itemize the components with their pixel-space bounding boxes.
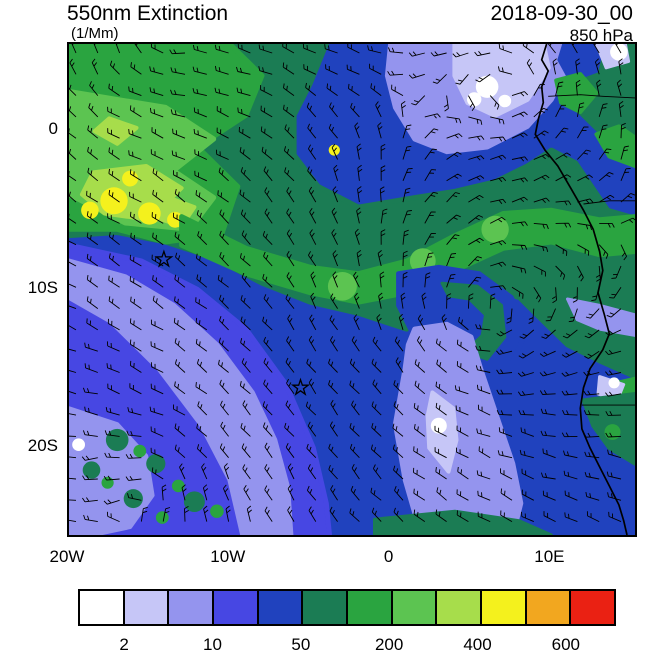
- colorbar-tick-label: 600: [551, 635, 581, 654]
- band-bright-1: [327, 272, 357, 301]
- land-white-patch: [610, 44, 628, 61]
- colorbar-tick-label: 2: [119, 635, 129, 654]
- sw-green-dot-5: [155, 511, 169, 524]
- x-tick-label: 20W: [49, 547, 85, 566]
- x-tick-label: 10E: [534, 547, 565, 566]
- n-white-1: [475, 75, 499, 98]
- plume-yellow-2: [138, 202, 161, 225]
- e-white-1: [608, 377, 620, 389]
- coast-green-1: [554, 72, 599, 115]
- colorbar-tick-label: 400: [463, 635, 492, 654]
- sw-green-dot-4: [210, 504, 224, 518]
- colorbar-cell: [303, 591, 349, 624]
- n-white-3: [498, 94, 512, 108]
- sw-white-spot: [72, 438, 85, 452]
- se-green-dot: [604, 424, 621, 440]
- colorbar-cell: [526, 591, 572, 624]
- country-border: [583, 200, 635, 205]
- plume-yellowgreen-3: [92, 116, 139, 146]
- sw-green-dot-2: [171, 479, 185, 493]
- y-tick-label: 0: [48, 119, 58, 139]
- green-band: [179, 207, 635, 305]
- plume-yellow-4: [81, 201, 99, 219]
- colorbar-cell: [392, 591, 438, 624]
- extinction-map: [69, 44, 635, 535]
- colorbar-cell: [571, 591, 615, 624]
- colorbar-tick-label: 200: [374, 635, 404, 654]
- sw-teal-speck-1: [105, 428, 129, 452]
- pressure-level-label: 850 hPa: [569, 26, 633, 45]
- wind-barb-strokes: [69, 44, 635, 523]
- x-tick-label: 10W: [210, 547, 246, 566]
- colorbar-cell: [482, 591, 527, 624]
- sw-green-dot-3: [101, 476, 114, 489]
- x-tick-label: 0: [383, 547, 394, 566]
- open-star-marker: [290, 377, 311, 396]
- star-markers: [154, 249, 311, 396]
- colorbar-cell: [124, 591, 170, 624]
- colorbar-cell: [169, 591, 215, 624]
- chart-datetime: 2018-09-30_00: [490, 2, 633, 25]
- y-tick-label: 20S: [27, 435, 58, 455]
- sw-teal-speck-2: [146, 454, 166, 474]
- colorbar-cell: [80, 591, 125, 624]
- field-regions: [69, 44, 635, 535]
- country-border: [548, 94, 635, 99]
- colorbar-tick-label: 10: [203, 635, 222, 654]
- sw-periwinkle-band: [69, 258, 294, 535]
- sw-green-dot-1: [133, 444, 147, 458]
- colorbar-cell: [214, 591, 259, 624]
- colorbar-cell: [348, 591, 393, 624]
- e-periwinkle-arc: [566, 297, 635, 337]
- colorbar-tick-label: 50: [291, 635, 311, 654]
- plume-yellow-1: [100, 187, 128, 215]
- sw-teal-speck-3: [183, 491, 205, 512]
- colorbar-cell: [437, 591, 483, 624]
- map-frame: [67, 42, 637, 537]
- n-white-2: [467, 92, 482, 107]
- open-star-marker: [154, 249, 174, 268]
- sw-teal-speck-5: [82, 461, 101, 479]
- band-bright-3: [481, 215, 509, 243]
- colorbar: [78, 589, 616, 626]
- chart-title: 550nm Extinction: [67, 2, 229, 25]
- y-tick-label: 10S: [27, 277, 58, 297]
- colorbar-cell: [258, 591, 304, 624]
- chart-units-label: (1/Mm): [71, 25, 119, 42]
- wind-barbs: [69, 44, 635, 523]
